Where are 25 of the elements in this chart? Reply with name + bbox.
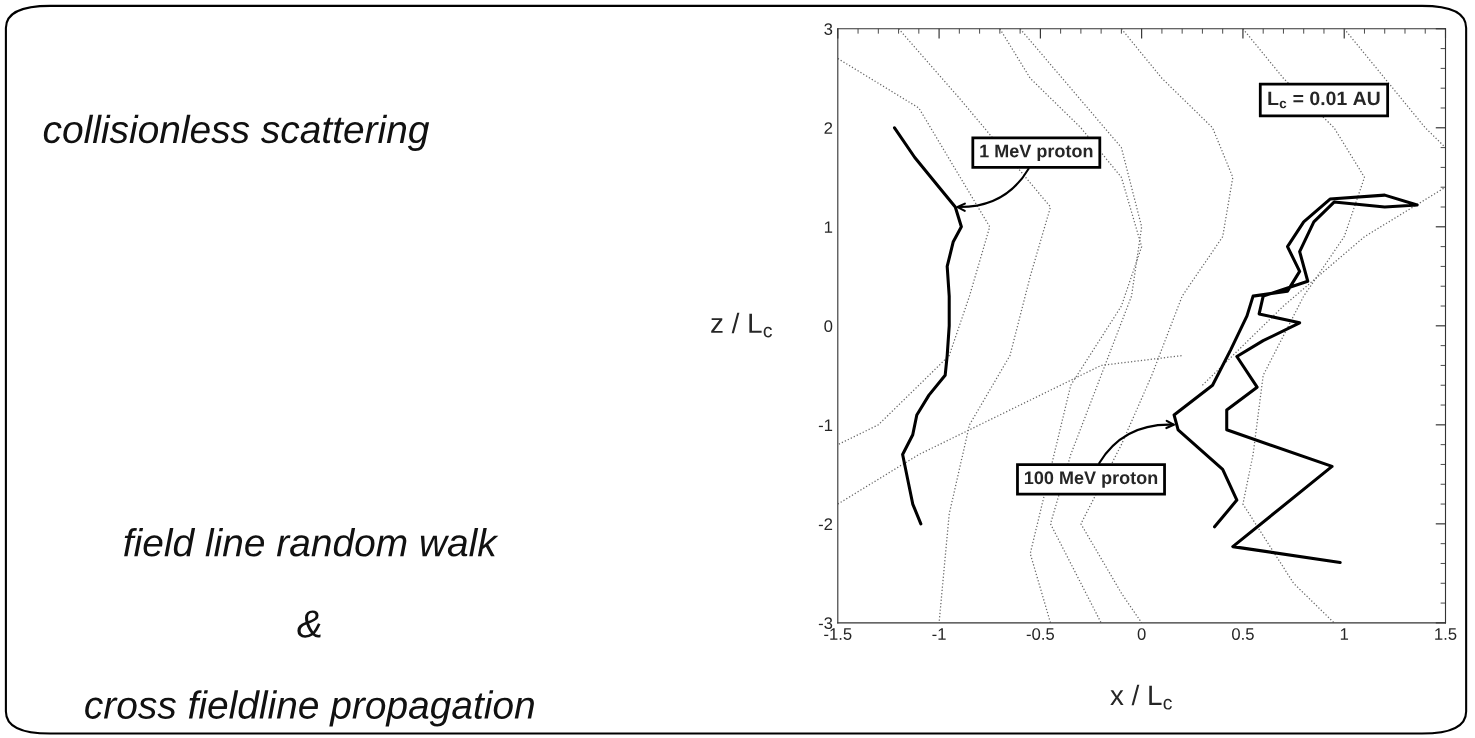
line-series (837, 57, 991, 446)
text: & (297, 610, 321, 638)
y-tick-label: 3 (824, 23, 833, 35)
x-tick-label: -1 (932, 628, 946, 640)
y-tick-label: 0 (824, 320, 833, 333)
text: collisionless scattering (43, 114, 430, 151)
annotation: L$_{c}$ = 0.01 AU (1268, 91, 1380, 109)
x-tick-label: 0.5 (1232, 628, 1254, 640)
annotation: 1 MeV proton (980, 144, 1093, 161)
x-axis-title: x / L$_{c}$ (1110, 684, 1172, 710)
y-tick-label: 2 (824, 122, 833, 134)
x-tick-label: 0 (1137, 628, 1146, 640)
line-series (892, 126, 963, 526)
y-tick-label: -3 (818, 617, 833, 630)
x-tick-label: 1.5 (1435, 628, 1457, 640)
x-tick-label: -0.5 (1026, 628, 1055, 640)
text: cross fieldline propagation (85, 690, 534, 727)
y-axis-title: z / L$_{c}$ (711, 312, 773, 338)
x-tick-label: -1.5 (824, 628, 852, 640)
y-tick-label: -2 (818, 518, 833, 530)
x-tick-label: 1 (1340, 628, 1349, 640)
y-tick-label: 1 (824, 221, 833, 233)
annotation: 100 MeV proton (1024, 471, 1158, 488)
text: field line random walk (124, 527, 499, 557)
y-tick-label: -1 (818, 419, 833, 431)
